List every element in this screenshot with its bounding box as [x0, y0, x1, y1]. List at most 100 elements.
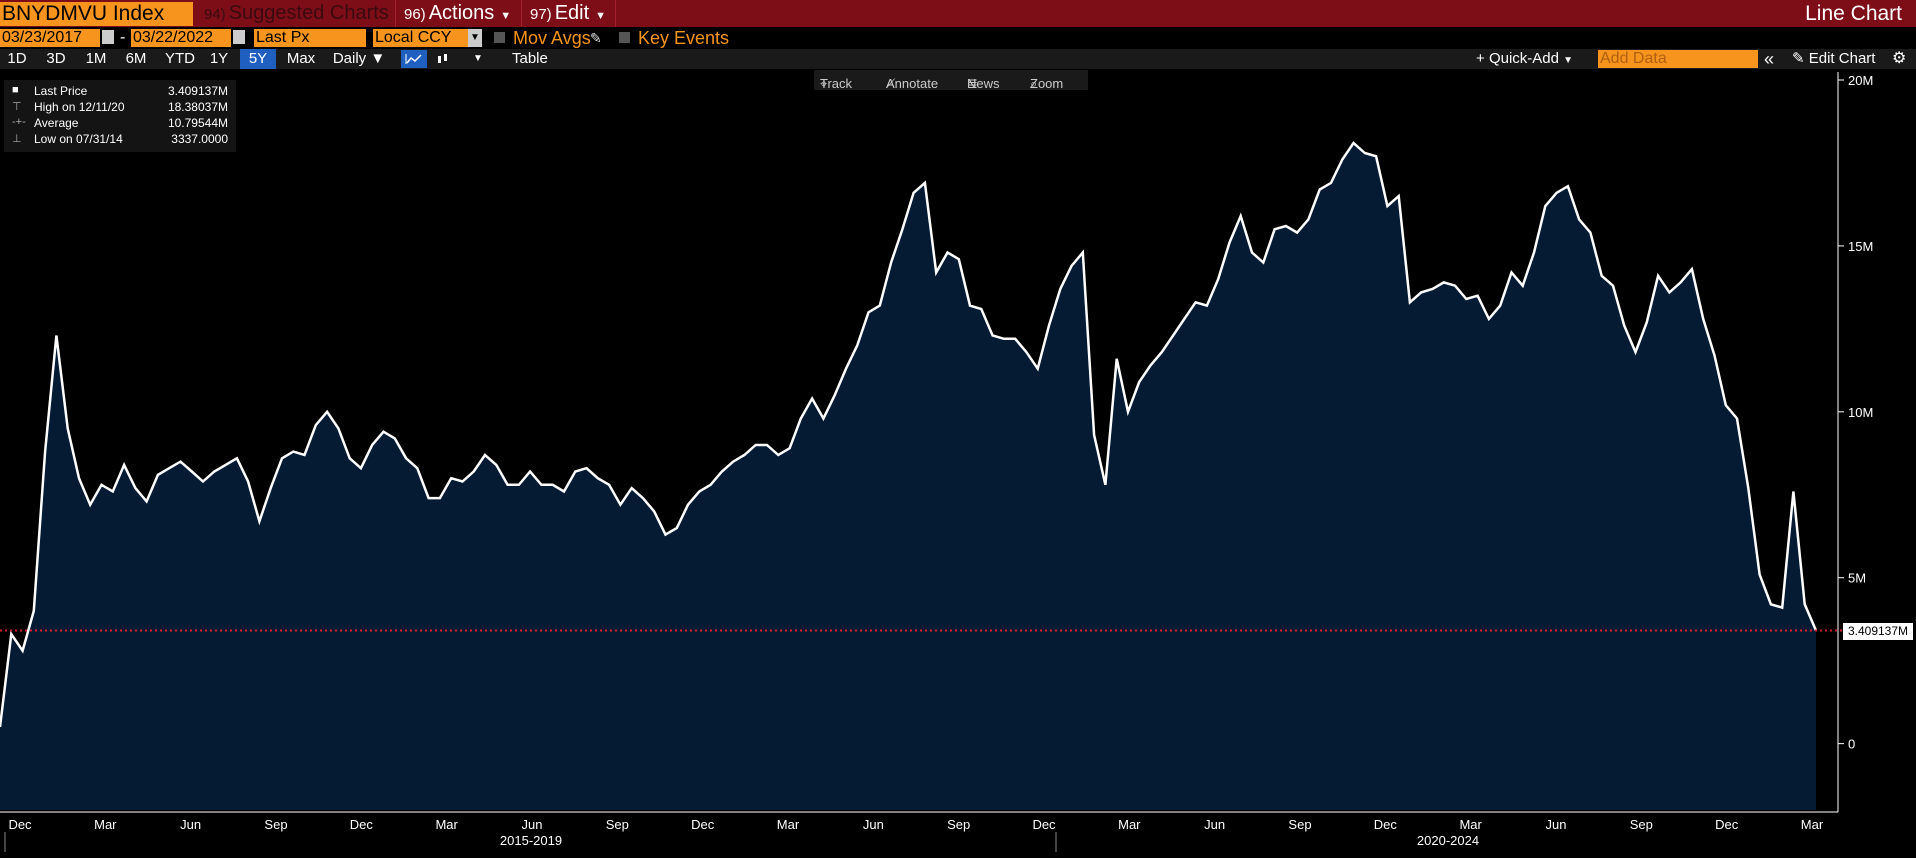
x-tick-label: Sep: [264, 817, 287, 832]
x-axis: Dec Mar Jun Sep Dec Mar Jun Sep Dec Mar Jun Sep Dec M…: [0, 811, 1838, 852]
y-tick-label: 0: [1848, 737, 1855, 752]
table-button[interactable]: Table: [512, 50, 548, 67]
x-tick-label: Dec: [691, 817, 715, 832]
quick-add-button[interactable]: + Quick-Add ▼: [1476, 49, 1573, 69]
price-line: [0, 141, 1818, 728]
line-chart-glyph: [405, 54, 422, 64]
x-tick-label: Dec: [1032, 817, 1056, 832]
range-toolbar: 1D 3D 1M 6M YTD 1Y 5Y Max Daily ▼ ▼ Table + Qui…: [0, 49, 1916, 69]
last-price-swatch: ■: [12, 84, 19, 96]
legend-high-label: High on 12/11/20: [34, 100, 125, 114]
key-events-checkbox[interactable]: [619, 32, 630, 43]
x-tick-label: Jun: [180, 817, 201, 832]
suggested-label: Suggested Charts: [228, 2, 389, 24]
pencil-icon[interactable]: ✎: [590, 30, 602, 46]
settings-row: 03/23/2017 - 03/22/2022 Last Px Local CC…: [0, 27, 1916, 49]
pencil-icon: ✎: [1792, 50, 1805, 67]
x-tick-label: Sep: [1630, 817, 1653, 832]
legend-average: -+- Average 10.79544M: [4, 116, 236, 132]
range-3d[interactable]: 3D: [46, 50, 66, 67]
add-data-input[interactable]: Add Data: [1598, 50, 1758, 68]
annotate-icon: ⟋: [886, 76, 896, 91]
y-axis: 0 5M 10M 15M 20M: [1837, 72, 1873, 812]
zoom-label: Zoom: [1030, 76, 1064, 91]
end-date-field[interactable]: 03/22/2022: [131, 29, 231, 47]
x-tick-label: Mar: [1801, 817, 1824, 832]
frequency-label: Daily: [332, 50, 367, 67]
chevron-down-icon: ▼: [1563, 55, 1574, 66]
candlestick-glyph: [438, 54, 447, 63]
chevron-down-icon: ▼: [595, 10, 607, 22]
chart-tools: ⌖ Track ⟋ Annotate ≣ News ⌕ Zoom: [814, 70, 1088, 91]
chevron-down-icon[interactable]: ▼: [473, 53, 483, 64]
plus-icon: +: [1476, 50, 1485, 67]
range-ytd[interactable]: YTD: [165, 50, 195, 67]
x-tick-label: Jun: [1204, 817, 1225, 832]
x-tick-label: Mar: [94, 817, 117, 832]
candlestick-icon[interactable]: [430, 50, 456, 68]
edit-chart-label: Edit Chart: [1808, 50, 1876, 67]
chevron-down-icon[interactable]: ▼: [468, 29, 482, 47]
legend-high-value: 18.38037M: [167, 100, 228, 114]
date-separator: -: [120, 29, 126, 46]
news-label: News: [967, 76, 1000, 91]
x-tick-label: Sep: [1288, 817, 1311, 832]
x-tick-label: Sep: [606, 817, 629, 832]
x-tick-label: Mar: [1459, 817, 1482, 832]
x-tick-label: Mar: [1118, 817, 1141, 832]
x-tick-label: Dec: [1715, 817, 1739, 832]
y-tick-label: 5M: [1848, 571, 1866, 586]
period-label: 2015-2019: [500, 833, 562, 848]
line-chart-icon[interactable]: [401, 50, 427, 68]
field-selector[interactable]: Last Px: [254, 29, 366, 47]
calendar-icon[interactable]: [233, 30, 245, 44]
calendar-icon[interactable]: [102, 30, 114, 44]
annotate-label: Annotate: [886, 76, 939, 91]
actions-num: 96): [404, 6, 426, 23]
range-5y[interactable]: 5Y: [240, 49, 276, 69]
legend-last-value: 3.409137M: [167, 84, 228, 98]
ticker-field[interactable]: BNYDMVU Index: [0, 2, 193, 26]
mov-avgs-checkbox[interactable]: [494, 32, 505, 43]
low-marker-icon: ⊥: [12, 133, 22, 145]
legend-low-value: 3337.0000: [171, 132, 228, 146]
news-icon: ≣: [967, 76, 978, 91]
title-bar: BNYDMVU Index 94) Suggested Charts 96) Act…: [0, 0, 1916, 27]
currency-selector[interactable]: Local CCY: [373, 29, 473, 47]
area-fill: [0, 143, 1816, 810]
x-tick-label: Jun: [1546, 817, 1567, 832]
suggested-num: 94): [204, 6, 226, 23]
legend-low-label: Low on 07/31/14: [34, 132, 123, 146]
legend-last[interactable]: ■ Last Price 3.409137M: [4, 84, 236, 100]
x-tick-label: Mar: [435, 817, 458, 832]
range-6m[interactable]: 6M: [125, 50, 147, 67]
collapse-icon[interactable]: «: [1764, 49, 1775, 69]
legend-high: ⊤ High on 12/11/20 18.38037M: [4, 100, 236, 116]
actions-menu[interactable]: 96) Actions ▼: [398, 0, 522, 27]
x-tick-label: Dec: [1374, 817, 1398, 832]
range-1y[interactable]: 1Y: [209, 50, 229, 67]
mov-avgs-label: Mov Avgs: [513, 28, 591, 48]
edit-menu[interactable]: 97) Edit ▼: [524, 0, 616, 27]
gear-icon[interactable]: ⚙: [1892, 50, 1907, 67]
crosshair-icon: ⌖: [820, 76, 828, 91]
x-tick-label: Mar: [777, 817, 800, 832]
x-tick-label: Jun: [522, 817, 543, 832]
track-label: Track: [820, 76, 853, 91]
quick-add-label: Quick-Add: [1488, 50, 1559, 67]
x-tick-label: Jun: [863, 817, 884, 832]
frequency-select[interactable]: Daily ▼: [324, 49, 394, 69]
chevron-down-icon: ▼: [500, 10, 512, 22]
range-max[interactable]: Max: [286, 50, 316, 67]
actions-label: Actions: [428, 2, 495, 24]
zoom-icon: ⌕: [1030, 76, 1038, 91]
legend-avg-value: 10.79544M: [167, 116, 228, 130]
edit-chart-button[interactable]: ✎ Edit Chart: [1792, 49, 1875, 69]
range-1d[interactable]: 1D: [7, 50, 27, 67]
edit-label: Edit: [554, 2, 590, 24]
y-tick-label: 20M: [1848, 73, 1873, 88]
range-1m[interactable]: 1M: [85, 50, 107, 67]
y-tick-label: 15M: [1848, 239, 1873, 254]
suggested-charts-menu[interactable]: 94) Suggested Charts: [198, 0, 396, 27]
start-date-field[interactable]: 03/23/2017: [0, 29, 100, 47]
